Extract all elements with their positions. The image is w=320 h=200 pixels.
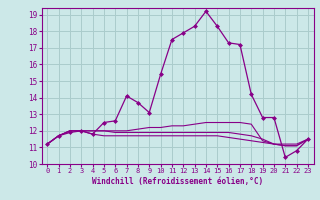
X-axis label: Windchill (Refroidissement éolien,°C): Windchill (Refroidissement éolien,°C) (92, 177, 263, 186)
